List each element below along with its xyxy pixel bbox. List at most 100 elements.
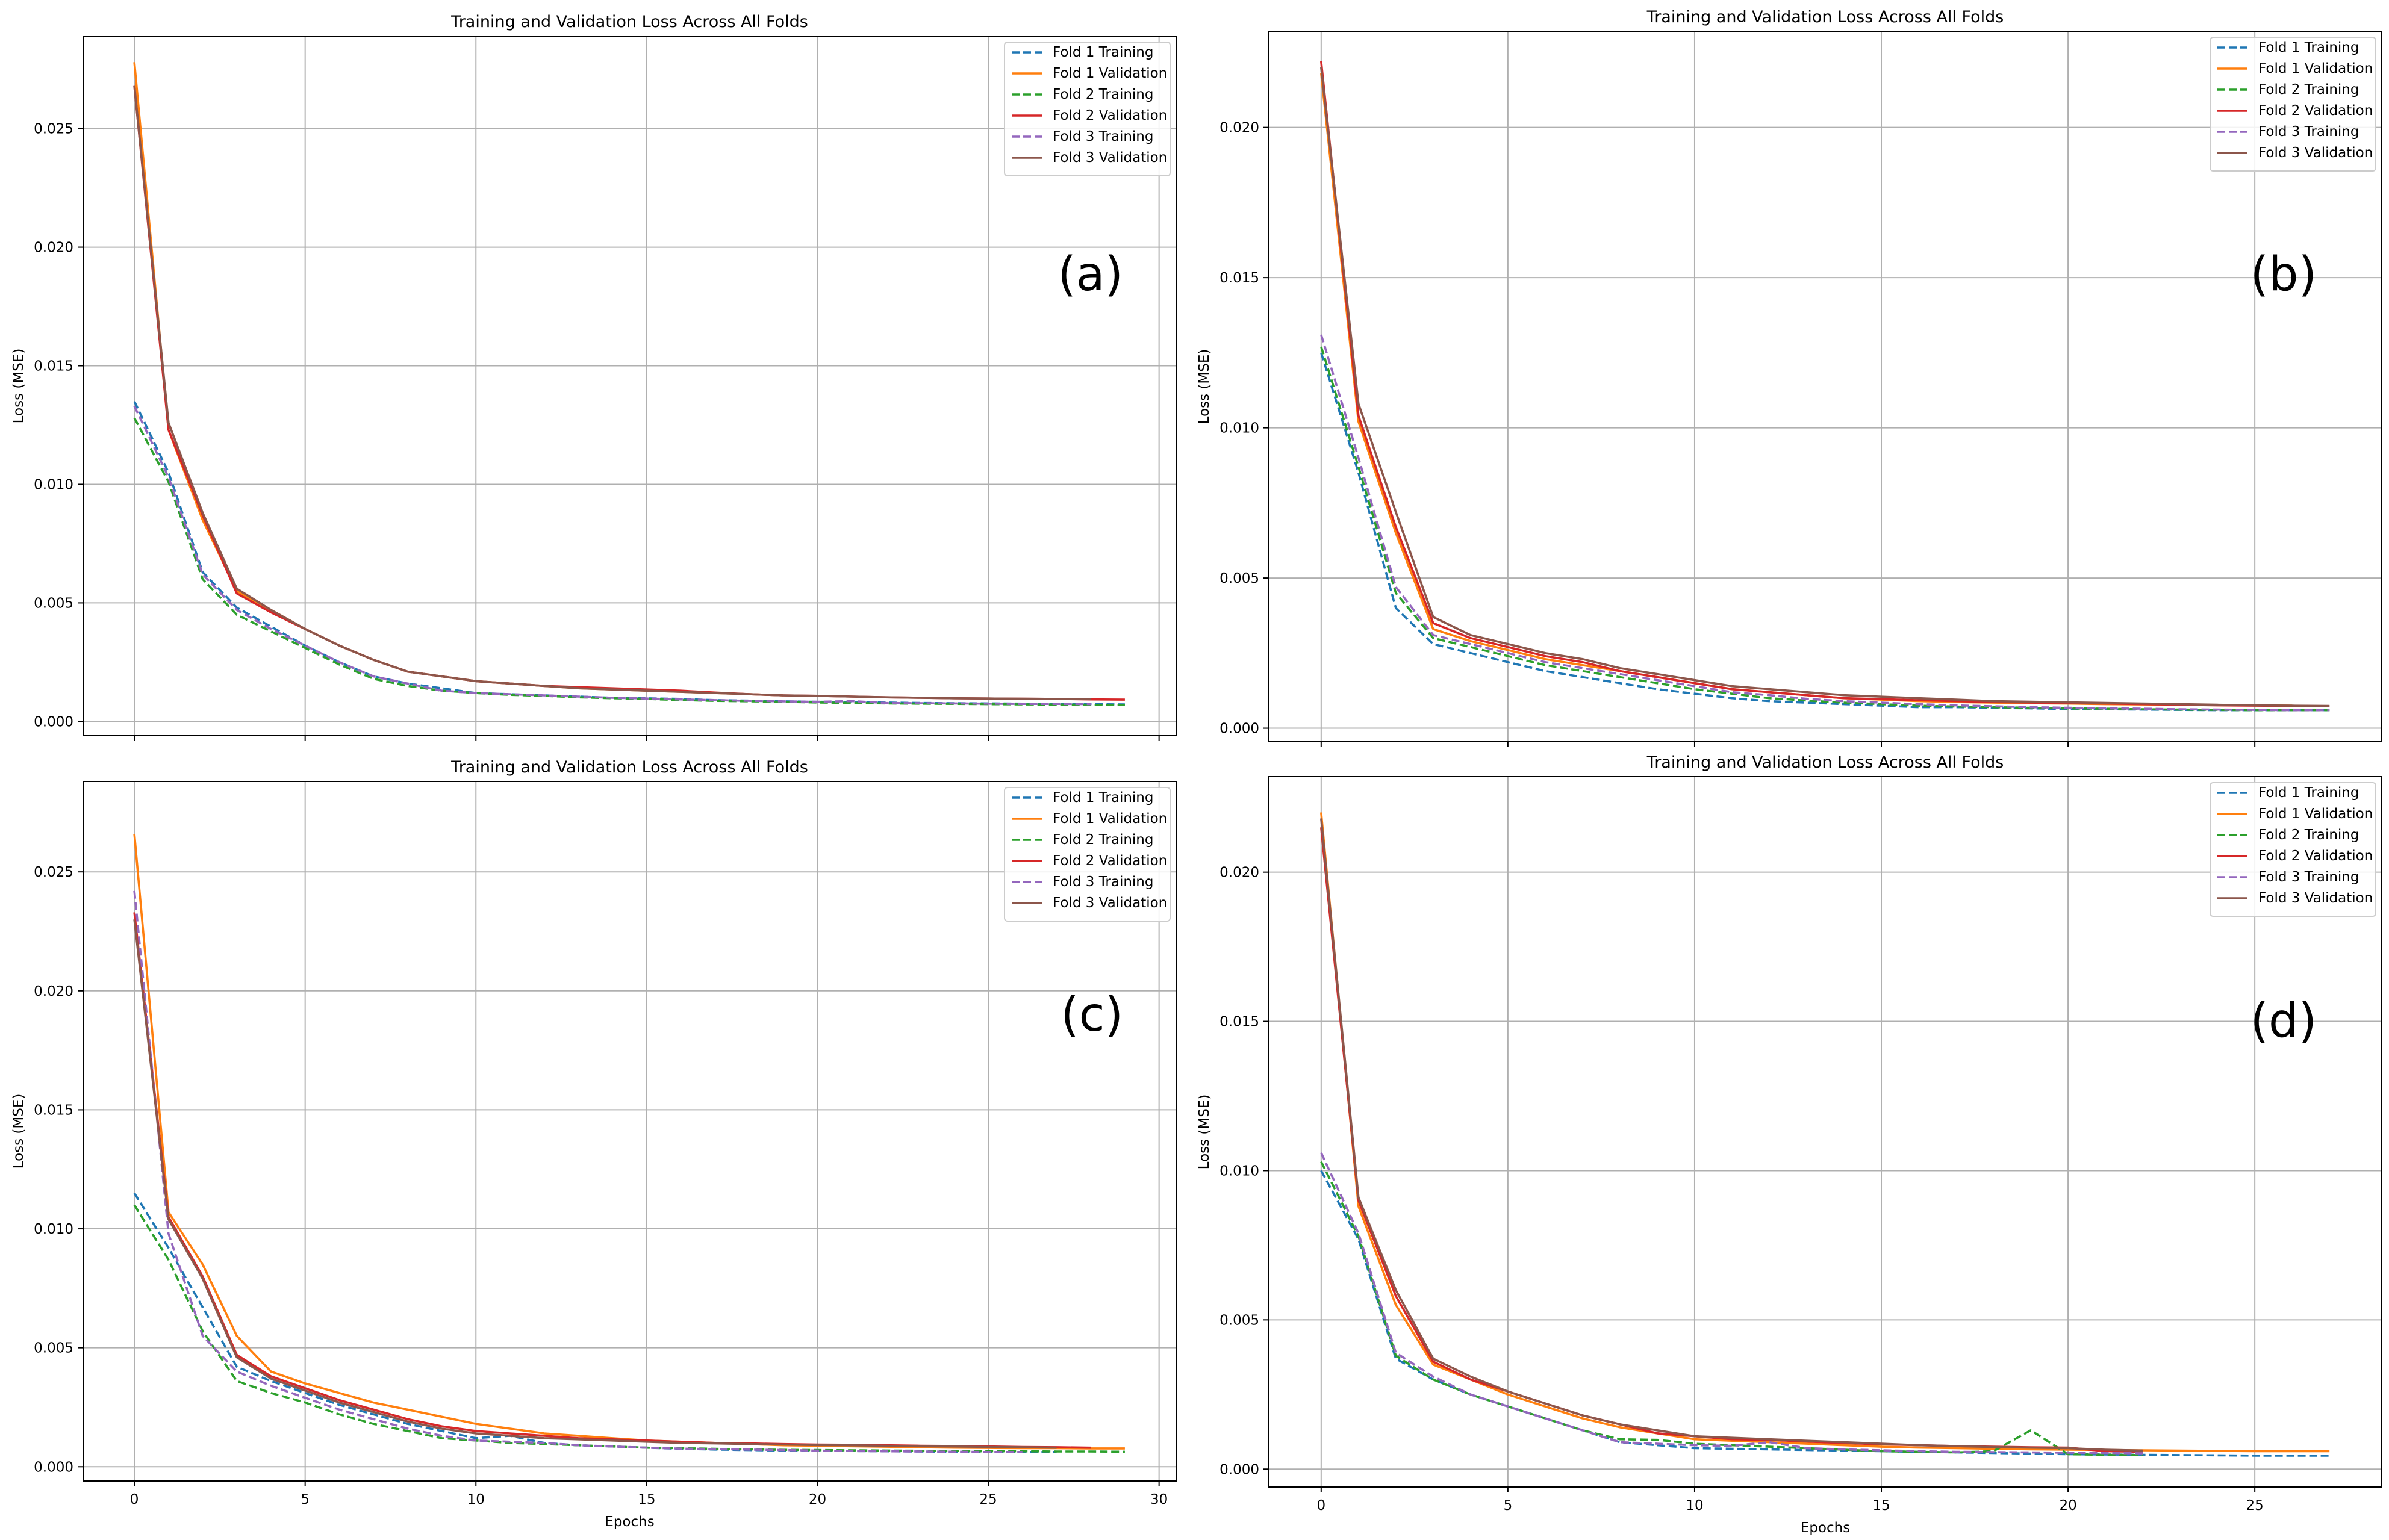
y-tick-label: 0.015 xyxy=(1219,270,1259,286)
y-tick-label: 0.005 xyxy=(1219,571,1259,586)
legend-label: Fold 2 Validation xyxy=(1053,853,1167,869)
legend-label: Fold 2 Validation xyxy=(2258,848,2373,864)
y-tick-label: 0.010 xyxy=(34,1222,73,1237)
y-tick-label: 0.010 xyxy=(1219,421,1259,436)
series-line-fold-3-training xyxy=(133,405,1091,706)
y-tick-label: 0.015 xyxy=(34,359,73,374)
chart-title: Training and Validation Loss Across All … xyxy=(450,13,808,31)
series-line-fold-3-training xyxy=(1320,334,2330,712)
series-line-fold-3-validation xyxy=(1320,67,2330,707)
axes-frame xyxy=(1268,776,2382,1488)
x-tick-label: 30 xyxy=(1150,1492,1168,1507)
x-tick-label: 15 xyxy=(1872,1498,1890,1514)
legend-label: Fold 3 Training xyxy=(1053,874,1153,890)
series-line-fold-3-training xyxy=(133,890,1023,1453)
legend-label: Fold 3 Validation xyxy=(2258,145,2373,161)
y-axis-label: Loss (MSE) xyxy=(11,349,26,424)
series-line-fold-3-validation xyxy=(133,919,1057,1449)
x-tick-label: 15 xyxy=(638,1492,655,1507)
x-tick-label: 5 xyxy=(1504,1498,1513,1514)
legend-label: Fold 3 Training xyxy=(2258,124,2359,140)
y-tick-label: 0.015 xyxy=(34,1102,73,1118)
legend-label: Fold 1 Training xyxy=(2258,785,2359,801)
series-group xyxy=(1320,812,2330,1457)
legend-label: Fold 1 Validation xyxy=(1053,811,1167,827)
y-tick-label: 0.000 xyxy=(1219,721,1259,737)
legend: Fold 1 Training Fold 1 Validation Fold 2 T… xyxy=(2210,37,2376,172)
chart-panel-d: 0 5 10 15 20 25 0.000 0.005 0.010 0.015 0.020 Train… xyxy=(1197,753,2382,1536)
x-tick-label: 20 xyxy=(2059,1498,2076,1514)
series-line-fold-3-validation xyxy=(133,85,1091,701)
legend-box xyxy=(1004,787,1171,922)
series-line-fold-3-validation xyxy=(1320,818,2143,1452)
y-tick-label: 0.000 xyxy=(1219,1462,1259,1477)
legend-label: Fold 1 Training xyxy=(1053,790,1153,806)
panel-label: (d) xyxy=(2250,994,2317,1048)
series-line-fold-1-training xyxy=(1320,1170,2330,1457)
legend-label: Fold 2 Validation xyxy=(1053,108,1167,123)
chart-panel-b: 0.000 0.005 0.010 0.015 0.020 Training and Va… xyxy=(1197,8,2382,747)
legend-box xyxy=(2210,37,2376,172)
legend-label: Fold 1 Validation xyxy=(2258,61,2373,76)
legend-label: Fold 3 Training xyxy=(1053,129,1153,144)
axes-frame xyxy=(83,36,1177,736)
legend-box xyxy=(1004,42,1171,176)
legend-label: Fold 3 Validation xyxy=(2258,890,2373,906)
y-tick-label: 0.005 xyxy=(1219,1312,1259,1328)
legend-label: Fold 2 Training xyxy=(1053,87,1153,102)
y-tick-label: 0.005 xyxy=(34,595,73,611)
legend-label: Fold 2 Training xyxy=(1053,832,1153,848)
x-tick-label: 10 xyxy=(467,1492,485,1507)
y-tick-label: 0.025 xyxy=(34,865,73,880)
x-tick-label: 20 xyxy=(809,1492,826,1507)
y-tick-label: 0.000 xyxy=(34,1459,73,1475)
chart-title: Training and Validation Loss Across All … xyxy=(1646,8,2004,26)
legend-label: Fold 3 Validation xyxy=(1053,895,1167,911)
legend-label: Fold 2 Training xyxy=(2258,82,2359,98)
series-group xyxy=(1320,61,2330,712)
y-tick-label: 0.000 xyxy=(34,714,73,730)
y-tick-label: 0.020 xyxy=(1219,120,1259,136)
x-tick-label: 10 xyxy=(1686,1498,1703,1514)
legend-label: Fold 3 Training xyxy=(2258,869,2359,885)
legend: Fold 1 Training Fold 1 Validation Fold 2 T… xyxy=(1004,787,1171,922)
panel-label: (b) xyxy=(2250,247,2317,302)
y-tick-label: 0.020 xyxy=(1219,865,1259,881)
legend-label: Fold 1 Training xyxy=(2258,40,2359,55)
chart-panel-c: 0 5 10 15 20 25 30 0.000 0.005 0.010 0.015 0.020 0.0… xyxy=(11,758,1177,1530)
x-axis-label: Epochs xyxy=(1801,1520,1850,1536)
x-tick-label: 25 xyxy=(2246,1498,2264,1514)
x-axis-label: Epochs xyxy=(605,1514,654,1530)
panel-label: (a) xyxy=(1057,247,1123,302)
legend-label: Fold 2 Validation xyxy=(2258,103,2373,119)
legend-label: Fold 1 Validation xyxy=(2258,806,2373,822)
y-tick-label: 0.020 xyxy=(34,984,73,999)
series-line-fold-2-training xyxy=(1320,346,2330,712)
legend-box xyxy=(2210,782,2376,917)
series-line-fold-1-training xyxy=(1320,352,2330,712)
legend-label: Fold 1 Training xyxy=(1053,45,1153,60)
series-group xyxy=(133,62,1125,706)
y-tick-label: 0.010 xyxy=(34,477,73,492)
legend-label: Fold 3 Validation xyxy=(1053,150,1167,166)
y-axis-label: Loss (MSE) xyxy=(1197,349,1212,424)
legend-label: Fold 2 Training xyxy=(2258,827,2359,843)
y-axis-label: Loss (MSE) xyxy=(1197,1094,1212,1170)
chart-title: Training and Validation Loss Across All … xyxy=(450,758,808,777)
chart-panel-a: 0.000 0.005 0.010 0.015 0.020 0.025 Training a… xyxy=(11,13,1177,741)
x-tick-label: 5 xyxy=(301,1492,310,1507)
y-tick-label: 0.020 xyxy=(34,240,73,256)
y-tick-label: 0.025 xyxy=(34,122,73,137)
legend: Fold 1 Training Fold 1 Validation Fold 2 T… xyxy=(2210,782,2376,917)
series-line-fold-2-training xyxy=(133,1204,1125,1453)
chart-title: Training and Validation Loss Across All … xyxy=(1646,753,2004,772)
y-tick-label: 0.015 xyxy=(1219,1014,1259,1030)
x-tick-label: 25 xyxy=(979,1492,997,1507)
series-line-fold-1-validation xyxy=(1320,812,2330,1453)
x-tick-label: 0 xyxy=(1316,1498,1325,1514)
panel-label: (c) xyxy=(1061,988,1123,1042)
legend-label: Fold 1 Validation xyxy=(1053,66,1167,81)
y-tick-label: 0.010 xyxy=(1219,1163,1259,1179)
series-group xyxy=(133,833,1125,1453)
